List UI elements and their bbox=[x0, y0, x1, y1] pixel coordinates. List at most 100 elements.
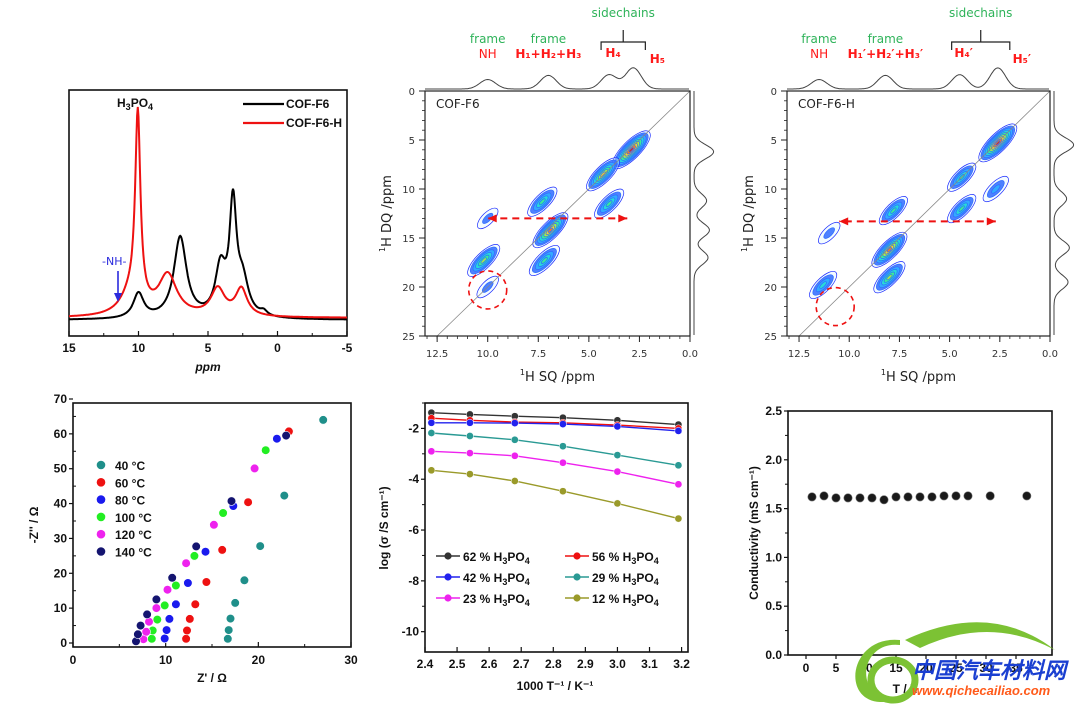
projection-dq bbox=[1053, 91, 1075, 335]
data-point bbox=[963, 491, 973, 501]
data-point bbox=[427, 418, 436, 427]
contour bbox=[819, 281, 827, 289]
data-point bbox=[281, 431, 291, 441]
spectrum-cof-f6-h bbox=[69, 106, 347, 319]
data-point bbox=[1022, 491, 1032, 501]
watermark-swoosh bbox=[905, 622, 1055, 650]
cross-peak bbox=[982, 175, 1009, 203]
annotation-sidechains: sidechains bbox=[592, 6, 655, 20]
x-tick-label: 2.7 bbox=[513, 657, 530, 671]
cross-peak bbox=[586, 157, 620, 192]
axes: 0 10 20 30 0 10 20 30 40 50 60 70 bbox=[54, 392, 358, 667]
data-point bbox=[136, 620, 146, 631]
contour bbox=[482, 212, 494, 224]
series-line bbox=[431, 432, 679, 466]
highlight-circle bbox=[815, 286, 855, 327]
annotation-sidechains: sidechains bbox=[949, 6, 1012, 20]
y-tick-label: -4 bbox=[408, 472, 419, 486]
watermark-logo-q bbox=[855, 639, 900, 702]
axes: 2.4 2.5 2.6 2.7 2.8 2.9 3.0 3.1 3.2 -2 -4 -6 -8 -10 bbox=[402, 402, 690, 671]
annotation-frame-nh: NH bbox=[810, 47, 828, 61]
annotation-h5: H₅ bbox=[650, 52, 665, 66]
data-point bbox=[162, 625, 172, 635]
projection-sq bbox=[787, 67, 1049, 90]
contour bbox=[890, 207, 897, 214]
x-tick-label: 30 bbox=[979, 661, 993, 675]
data-point bbox=[226, 496, 237, 506]
y-tick-label: 5 bbox=[771, 136, 777, 147]
highlight-circle bbox=[467, 270, 508, 310]
legend-label: 40 °C bbox=[115, 459, 145, 473]
data-point bbox=[855, 493, 865, 503]
contour bbox=[538, 198, 546, 206]
data-point bbox=[201, 577, 211, 587]
x-tick-label: 0.0 bbox=[1042, 349, 1058, 360]
data-point bbox=[951, 491, 961, 501]
plot-frame bbox=[424, 402, 689, 653]
data-point bbox=[903, 492, 913, 502]
data-point bbox=[613, 451, 622, 459]
x-tick-label: 5 bbox=[833, 661, 840, 675]
y-tick-label: 1.0 bbox=[765, 550, 782, 564]
legend-marker bbox=[573, 573, 581, 581]
data-point bbox=[181, 634, 191, 644]
annotation-h3po4: H3PO4 bbox=[117, 96, 153, 112]
legend-marker bbox=[444, 594, 452, 602]
cross-peak bbox=[818, 221, 841, 245]
x-tick-label: 2.5 bbox=[449, 657, 466, 671]
cross-peak bbox=[878, 196, 908, 226]
data-point bbox=[510, 419, 519, 427]
watermark-chinese: 中国汽车材料网 bbox=[912, 658, 1069, 684]
y-tick-label: 20 bbox=[54, 566, 68, 580]
x-tick-label: 0 bbox=[70, 653, 77, 667]
data-point bbox=[985, 491, 995, 501]
y-tick-label: 50 bbox=[54, 462, 68, 476]
panel-nyquist: 0 10 20 30 0 10 20 30 40 50 60 70 40 °C 60 °C 80 °C 10… bbox=[27, 392, 358, 685]
annotation-h4: H₄ bbox=[605, 46, 620, 60]
data-point bbox=[209, 520, 219, 530]
y-tick-label: 25 bbox=[764, 332, 777, 343]
plot-frame bbox=[424, 90, 691, 337]
x-tick-label: 5 bbox=[205, 341, 212, 355]
legend-label-cof-f6: COF-F6 bbox=[286, 97, 330, 111]
x-axis-title: Z' / Ω bbox=[197, 671, 227, 685]
data-point bbox=[183, 578, 193, 588]
legend-label: 80 °C bbox=[115, 494, 145, 508]
data-point bbox=[151, 603, 161, 613]
y-tick-label: 0 bbox=[60, 636, 67, 650]
arrow-head-right bbox=[618, 214, 628, 223]
x-tick-label: 7.5 bbox=[530, 349, 546, 360]
data-point bbox=[927, 492, 937, 502]
data-point bbox=[171, 580, 181, 591]
x-tick-label: 12.5 bbox=[788, 349, 810, 360]
legend-marker bbox=[96, 512, 106, 522]
x-tick-label: 35 bbox=[1009, 661, 1023, 675]
annotation-frame-h123-top: frame bbox=[531, 32, 567, 46]
projection-dq bbox=[693, 91, 715, 335]
data-point bbox=[239, 575, 249, 585]
x-axis-title: ppm bbox=[194, 360, 221, 374]
data-point bbox=[147, 634, 157, 644]
cross-peak bbox=[594, 188, 625, 219]
data-point bbox=[225, 613, 236, 624]
y-tick-label: 0.5 bbox=[765, 599, 782, 613]
x-axis-ticks: 15 10 5 0 -5 bbox=[62, 331, 353, 355]
data-point bbox=[230, 598, 240, 608]
y-tick-label: 15 bbox=[402, 234, 415, 245]
data-point bbox=[879, 495, 889, 505]
data-points: T / h bbox=[807, 491, 1032, 696]
legend-marker bbox=[96, 529, 106, 539]
panel-1d-nmr: 15 10 5 0 -5 H3PO4 -NH- COF-F6 COF-F6-H ppm bbox=[62, 89, 353, 374]
x-tick-label: 25 bbox=[949, 661, 963, 675]
data-point bbox=[189, 551, 199, 561]
x-tick-label: 5.0 bbox=[942, 349, 958, 360]
cross-peak bbox=[871, 231, 908, 268]
arrow-head-right bbox=[986, 217, 996, 226]
cross-peak bbox=[477, 207, 499, 230]
legend-label: 12 % H3PO4 bbox=[592, 592, 659, 608]
data-point bbox=[250, 463, 260, 474]
cross-peak bbox=[947, 194, 977, 224]
plot-frame bbox=[787, 410, 1053, 656]
legend-label: 23 % H3PO4 bbox=[463, 592, 530, 608]
legend-marker bbox=[96, 495, 106, 504]
